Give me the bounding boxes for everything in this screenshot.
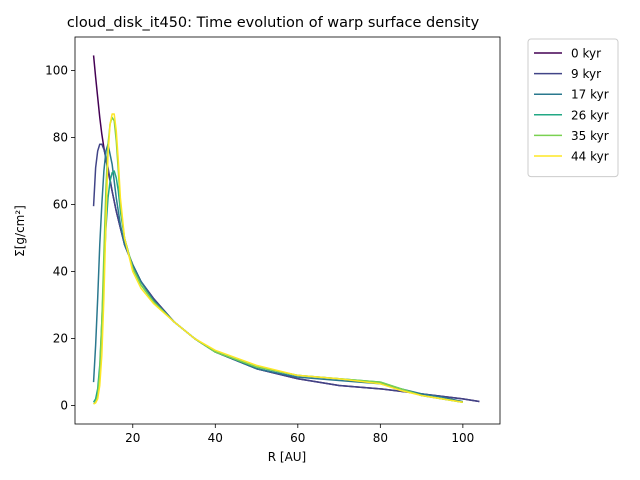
y-tick-label: 0 — [60, 399, 68, 413]
series-line-5 — [93, 113, 463, 405]
legend-entry: 44 kyr — [571, 150, 609, 164]
chart-title: cloud_disk_it450: Time evolution of warp… — [67, 15, 480, 31]
y-tick-label: 20 — [53, 332, 68, 346]
x-tick-label: 20 — [125, 431, 140, 445]
x-axis: 20 40 60 80 100 — [125, 424, 474, 445]
axes-frame — [74, 36, 501, 425]
y-tick-label: 100 — [45, 64, 68, 78]
legend-entry: 35 kyr — [571, 129, 609, 143]
plot-area — [74, 36, 501, 425]
legend: 0 kyr 9 kyr 17 kyr 26 kyr 35 kyr 44 kyr — [527, 38, 619, 178]
x-tick-label: 100 — [451, 431, 474, 445]
legend-entry: 26 kyr — [571, 108, 609, 122]
legend-entry: 9 kyr — [571, 67, 601, 81]
x-tick-label: 60 — [290, 431, 305, 445]
x-tick-label: 40 — [208, 431, 223, 445]
y-tick-label: 40 — [53, 265, 68, 279]
series-group — [92, 55, 480, 405]
legend-entry: 17 kyr — [571, 88, 609, 102]
y-axis-label: Σ[g/cm²] — [13, 205, 27, 257]
y-tick-label: 80 — [53, 131, 68, 145]
x-tick-label: 80 — [373, 431, 388, 445]
legend-entry: 0 kyr — [571, 47, 601, 61]
x-axis-label: R [AU] — [268, 450, 307, 464]
y-tick-label: 60 — [53, 198, 68, 212]
y-axis: 0 20 40 60 80 100 — [45, 64, 75, 413]
